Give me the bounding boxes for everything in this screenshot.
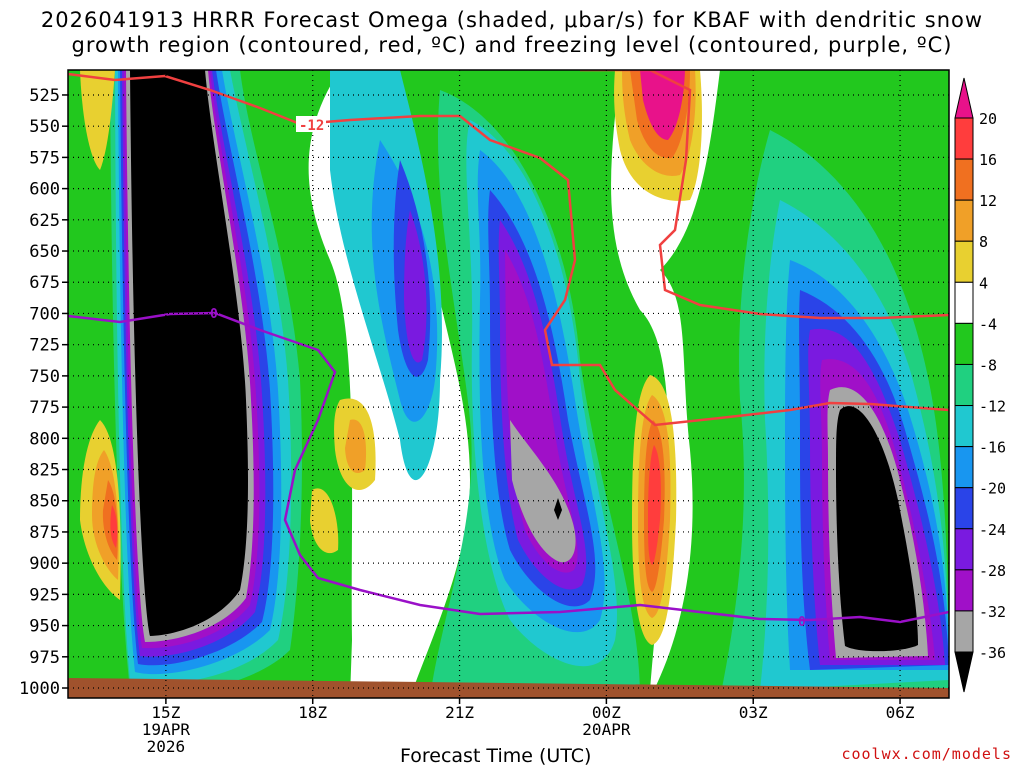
colorbar: 20 16 12 8 4 -4 -8 -12 -16 -20 -24 -28 -32 -36 [954,77,1006,693]
colorbar-label: 4 [979,274,988,292]
colorbar-swatch [954,405,974,448]
omega-core-center-h [554,498,562,520]
colorbar-label: 20 [979,110,997,128]
colorbar-label: -12 [979,398,1006,416]
colorbar-label: -4 [979,315,997,333]
site-credit: coolwx.com/models [841,745,1012,763]
freezing-contour-label-east: 0 [798,615,806,630]
x-tick-label: 21Z [445,703,474,722]
colorbar-label: -28 [979,562,1006,580]
omega-core-west-h [130,70,248,636]
plot-frame [67,69,950,699]
omega-core-center-g [510,420,576,563]
plot-area [68,70,949,698]
x-tick-label: 18Z [298,703,327,722]
colorbar-label: -8 [979,356,997,374]
x-tick-date-label: 20APR [582,720,631,739]
y-tick-label: 850 [29,492,60,512]
omega-pos-mid-c [310,488,339,554]
x-tick-label: 00Z [592,703,621,722]
y-tick-label: 600 [29,180,60,200]
dgz-label-bg [296,116,326,132]
y-tick-label: 875 [29,523,60,543]
omega-core-left-d [404,210,427,363]
colorbar-label: -36 [979,644,1006,662]
freezing-contour-label-west: 0 [210,307,218,322]
freezing-level-contour [68,311,949,624]
dgz-contour-upper [68,72,949,427]
colorbar-swatch [954,363,974,407]
y-tick-label: 975 [29,648,60,668]
x-tick-label: 15Z [151,703,180,722]
y-tick-label: 750 [29,367,60,387]
y-axis: 525 550 575 600 625 650 675 700 725 750 775 800 825 8… [19,86,68,699]
y-tick-label: 625 [29,211,60,231]
colorbar-label: -20 [979,480,1006,498]
x-tick-label: 06Z [886,703,915,722]
x-tick-label: 03Z [739,703,768,722]
chart-title-line-1: 2026041913 HRRR Forecast Omega (shaded, … [40,8,984,32]
colorbar-bottom-triangle [954,651,974,693]
gridlines [68,70,949,698]
colorbar-swatch [954,569,974,612]
y-tick-label: 525 [29,86,60,106]
colorbar-top-triangle [954,77,974,119]
dgz-contour-label: -12 [299,118,324,134]
colorbar-swatch [954,158,974,201]
y-tick-label: 825 [29,461,60,481]
chart-title-line-2: growth region (contoured, red, ºC) and f… [71,33,953,57]
colorbar-label: 12 [979,192,997,210]
omega-pos-west-lower-d [110,505,118,548]
colorbar-swatch [954,610,974,653]
colorbar-swatch [954,446,974,489]
colorbar-swatch [954,199,974,242]
y-tick-label: 575 [29,148,60,168]
x-tick-year-label: 2026 [147,737,186,756]
x-tick-date-label: 19APR [142,720,191,739]
omega-pos-top-d [640,70,685,140]
colorbar-label: -32 [979,603,1006,621]
omega-pos-low-d [648,445,661,565]
y-tick-label: 700 [29,304,60,324]
y-tick-label: 800 [29,429,60,449]
y-tick-label: 900 [29,554,60,574]
omega-core-east-h [836,406,918,652]
y-tick-label: 950 [29,617,60,637]
colorbar-swatch [954,117,974,160]
y-tick-label: 775 [29,398,60,418]
colorbar-swatch [954,281,974,324]
colorbar-label: 8 [979,233,988,251]
colorbar-label: -24 [979,521,1006,539]
colorbar-label: 16 [979,151,997,169]
y-tick-label: 550 [29,117,60,137]
y-tick-label: 725 [29,336,60,356]
y-tick-label: 925 [29,585,60,605]
x-axis-title: Forecast Time (UTC) [400,745,592,767]
colorbar-swatch [954,487,974,530]
y-tick-label: 675 [29,273,60,293]
colorbar-swatch [954,322,974,365]
colorbar-label: -16 [979,439,1006,457]
y-tick-label: 650 [29,242,60,262]
colorbar-swatch [954,528,974,571]
omega-pos-mid-b [345,419,367,474]
colorbar-swatch [954,240,974,283]
y-tick-label: 1000 [19,679,60,699]
dgz-contour-lower [580,70,949,320]
